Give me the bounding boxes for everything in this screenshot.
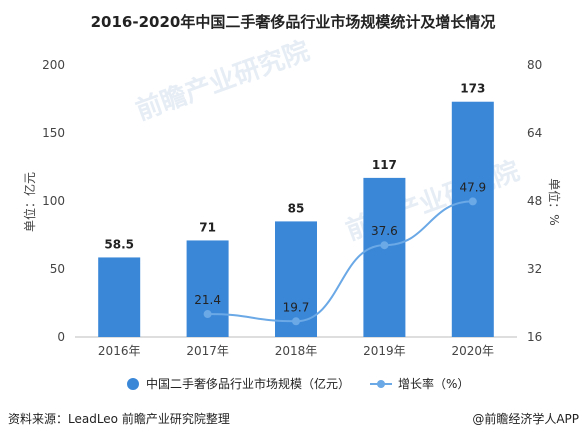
right-tick-label: 80 xyxy=(527,58,542,72)
legend-line-dot xyxy=(377,380,385,388)
right-tick-label: 16 xyxy=(527,330,542,344)
x-tick-label: 2020年 xyxy=(452,344,495,358)
growth-point xyxy=(292,317,300,326)
right-tick-label: 48 xyxy=(527,194,542,208)
right-tick-label: 64 xyxy=(527,126,542,140)
source-note: 资料来源：LeadLeo 前瞻产业研究院整理 xyxy=(8,411,230,426)
legend-line-label: 增长率（%） xyxy=(398,376,469,391)
growth-point xyxy=(203,310,212,319)
bar xyxy=(186,240,229,337)
growth-value-label: 47.9 xyxy=(459,180,486,194)
bar xyxy=(98,257,141,337)
x-tick-label: 2017年 xyxy=(186,344,229,358)
left-tick-label: 0 xyxy=(57,330,65,344)
growth-line xyxy=(207,200,473,323)
bar xyxy=(451,101,494,337)
x-axis-ticks: 2016年 2017年 2018年 2019年 2020年 xyxy=(98,344,494,358)
x-tick-label: 2016年 xyxy=(98,344,141,358)
left-tick-label: 200 xyxy=(42,58,65,72)
left-tick-label: 100 xyxy=(42,194,65,208)
growth-line-series: 21.4 19.7 37.6 47.9 xyxy=(194,180,486,326)
left-axis-ticks: 0 50 100 150 200 xyxy=(42,58,65,344)
right-axis-ticks: 16 32 48 64 80 xyxy=(527,58,542,344)
growth-value-label: 37.6 xyxy=(371,224,398,238)
legend: 中国二手奢侈品行业市场规模（亿元） 增长率（%） xyxy=(127,376,469,391)
growth-point xyxy=(468,197,477,206)
bar xyxy=(363,177,406,337)
growth-point xyxy=(380,241,389,250)
bar-value-label: 71 xyxy=(199,220,216,234)
legend-bar-label: 中国二手奢侈品行业市场规模（亿元） xyxy=(146,376,350,391)
bar-series: 58.5 71 85 117 173 xyxy=(98,82,494,337)
bar-value-label: 85 xyxy=(288,201,305,215)
left-axis-title: 单位：亿元 xyxy=(22,172,37,232)
left-tick-label: 50 xyxy=(50,262,65,276)
growth-value-label: 19.7 xyxy=(283,300,310,314)
brand-label: @前瞻经济学人APP xyxy=(472,411,579,426)
legend-bar-marker xyxy=(127,378,139,390)
bar-value-label: 117 xyxy=(372,158,397,172)
x-tick-label: 2019年 xyxy=(363,344,406,358)
left-tick-label: 150 xyxy=(42,126,65,140)
right-tick-label: 32 xyxy=(527,262,542,276)
bar-value-label: 58.5 xyxy=(104,237,134,251)
chart-title: 2016-2020年中国二手奢侈品行业市场规模统计及增长情况 xyxy=(91,13,496,31)
x-tick-label: 2018年 xyxy=(275,344,318,358)
bar-value-label: 173 xyxy=(460,82,485,96)
right-axis-title: 单位：% xyxy=(547,178,562,225)
growth-value-label: 21.4 xyxy=(194,293,221,307)
watermark: 前瞻产业研究院 xyxy=(132,35,314,126)
